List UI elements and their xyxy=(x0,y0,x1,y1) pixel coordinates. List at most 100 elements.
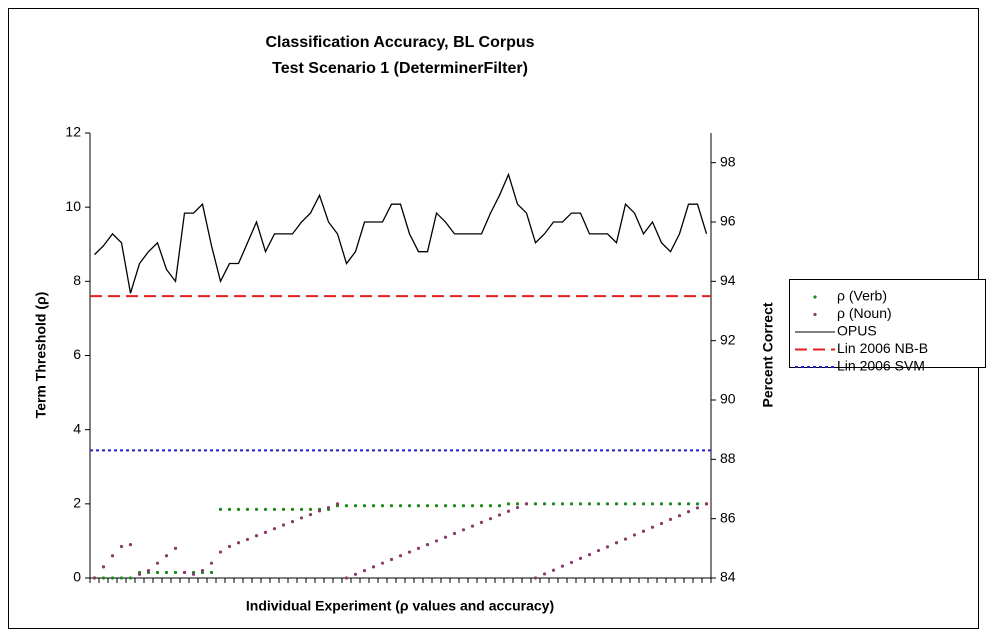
data-dot xyxy=(407,550,412,554)
data-dot xyxy=(623,537,628,541)
data-dot xyxy=(101,565,106,569)
data-dot xyxy=(92,576,97,580)
data-dot xyxy=(272,527,277,531)
data-dot xyxy=(641,502,646,506)
data-dot xyxy=(110,576,115,580)
data-dot xyxy=(632,502,637,506)
data-dot xyxy=(146,568,151,573)
data-dot xyxy=(704,502,709,506)
y-axis-title: Term Threshold (ρ) xyxy=(33,292,49,419)
data-dot xyxy=(389,557,394,562)
data-dot xyxy=(281,523,286,527)
data-dot xyxy=(398,554,403,558)
data-dot xyxy=(659,521,664,526)
y-tick-label: 12 xyxy=(65,124,81,140)
data-dot xyxy=(443,535,448,539)
data-dot xyxy=(515,505,520,510)
y2-tick-label: 98 xyxy=(720,153,736,169)
data-dot xyxy=(191,572,196,576)
y2-axis-title: Percent Correct xyxy=(760,302,776,407)
data-dot xyxy=(272,507,277,511)
data-dot xyxy=(128,576,133,580)
data-dot xyxy=(695,502,700,506)
legend-label: OPUS xyxy=(837,323,877,339)
data-dot xyxy=(461,504,466,508)
data-dot xyxy=(119,544,124,549)
data-dot xyxy=(542,502,547,506)
data-dot xyxy=(209,561,214,565)
data-dot xyxy=(344,576,349,580)
data-dot xyxy=(686,510,691,514)
data-dot xyxy=(227,544,232,549)
data-dot xyxy=(398,504,403,508)
y2-tick-label: 92 xyxy=(720,331,736,347)
data-dot xyxy=(416,546,421,550)
data-dot xyxy=(461,528,466,532)
data-dot xyxy=(164,554,169,558)
data-dot xyxy=(551,502,556,506)
data-dot xyxy=(173,546,178,550)
data-dot xyxy=(578,502,583,506)
legend-label: Lin 2006 NB-B xyxy=(837,340,928,356)
data-dot xyxy=(479,504,484,508)
y2-tick-label: 88 xyxy=(720,450,736,466)
y-tick-label: 2 xyxy=(73,495,81,511)
data-dot xyxy=(308,512,313,517)
data-dot xyxy=(218,550,223,554)
data-dot xyxy=(353,572,358,576)
data-dot xyxy=(254,507,259,511)
data-dot xyxy=(695,506,700,510)
data-dot xyxy=(560,502,565,506)
data-dot xyxy=(299,516,304,520)
data-dot xyxy=(110,554,115,558)
data-dot xyxy=(182,570,187,575)
data-dot xyxy=(317,509,322,513)
legend-symbol xyxy=(813,312,817,317)
data-dot xyxy=(128,543,133,547)
data-dot xyxy=(533,576,538,580)
data-dot xyxy=(569,502,574,506)
data-dot xyxy=(425,504,430,508)
data-dot xyxy=(326,505,331,510)
data-line xyxy=(94,172,708,294)
data-dot xyxy=(470,524,475,528)
data-dot xyxy=(425,543,430,547)
data-dot xyxy=(281,507,286,511)
legend-label: ρ (Noun) xyxy=(837,305,892,321)
data-dot xyxy=(470,504,475,508)
data-dot xyxy=(614,541,619,545)
data-dot xyxy=(497,504,502,508)
y-tick-label: 10 xyxy=(65,198,81,214)
y-tick-label: 0 xyxy=(73,569,81,585)
y-tick-label: 6 xyxy=(73,346,81,362)
data-dot xyxy=(443,504,448,508)
data-dot xyxy=(236,541,241,545)
data-dot xyxy=(623,502,628,506)
data-dot xyxy=(650,525,655,529)
legend-label: Lin 2006 SVM xyxy=(837,358,925,374)
data-dot xyxy=(371,565,376,569)
data-dot xyxy=(488,517,493,521)
data-dot xyxy=(542,572,547,576)
data-dot xyxy=(299,507,304,511)
data-dot xyxy=(452,504,457,508)
y2-tick-label: 86 xyxy=(720,509,736,525)
data-dot xyxy=(668,502,673,506)
data-dot xyxy=(668,517,673,522)
y-tick-label: 4 xyxy=(73,420,81,436)
data-dot xyxy=(209,570,214,575)
data-dot xyxy=(578,556,583,560)
data-dot xyxy=(605,502,610,506)
data-dot xyxy=(506,502,511,506)
data-dot xyxy=(596,548,601,553)
data-dot xyxy=(686,502,691,506)
data-dot xyxy=(308,507,313,511)
chart-title: Classification Accuracy, BL Corpus xyxy=(265,34,534,51)
data-dot xyxy=(659,502,664,506)
data-dot xyxy=(641,529,646,533)
data-dot xyxy=(452,531,457,536)
data-dot xyxy=(362,568,367,573)
data-dot xyxy=(506,509,511,513)
legend-label: ρ (Verb) xyxy=(837,288,887,304)
